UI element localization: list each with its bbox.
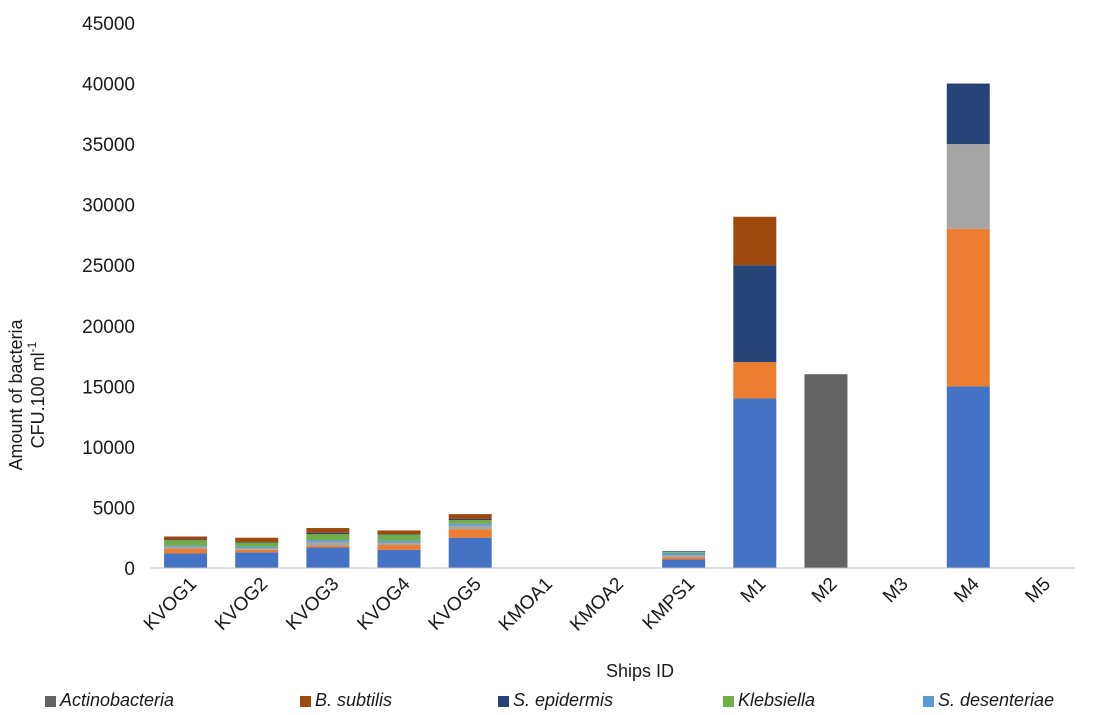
bar-segment [733,362,777,399]
bar-segment [377,540,421,543]
bar-segment [306,534,350,541]
y-tick-label: 10000 [82,438,135,459]
y-axis-title-unit: CFU.100 ml [28,352,48,448]
bar-segment [448,518,492,521]
bar-segment [306,532,350,535]
y-axis-ticks: 0 5000 10000 15000 20000 25000 30000 35000 40000… [82,14,135,580]
bar-segment [235,542,279,547]
y-tick-label: 30000 [82,196,135,217]
x-tick-label: M1 [737,574,771,608]
y-tick-label: 15000 [82,377,135,398]
bar-segment [946,386,990,568]
bar-segment [448,523,492,526]
legend-swatch [498,696,509,707]
bar-segment [164,539,208,541]
bar-segment [164,553,208,568]
legend-label: Actinobacteria [59,690,174,710]
y-tick-label: 35000 [82,135,135,156]
bar-segment [164,548,208,554]
bar-segment [448,537,492,568]
bar-segment [235,552,279,568]
y-axis-title-line1: Amount of bacteria [6,318,26,470]
legend-swatch [723,696,734,707]
bar-segment [164,536,208,540]
x-tick-label: M2 [808,574,842,608]
x-axis-title: Ships ID [606,661,674,681]
bar-segment [377,544,421,550]
bar-segment [662,551,706,553]
legend: Actinobacteria B. subtilis S. epidermis Kle… [45,690,1054,710]
x-tick-label: M5 [1021,574,1055,608]
legend-swatch [923,696,934,707]
legend-label: S. desenteriae [938,690,1054,710]
bar-segment [164,546,208,549]
bar-segment [946,144,990,229]
bar-segment [662,551,706,552]
bar-segment [733,265,777,363]
legend-swatch [300,696,311,707]
x-tick-label: KMOA1 [495,574,557,636]
bar-segment [662,559,706,568]
x-tick-label: M3 [879,574,913,608]
bar-segment [662,557,706,560]
legend-label: Klebsiella [738,690,815,710]
bar-segment [733,398,777,568]
y-axis-title-line2: CFU.100 ml-1 [25,341,48,448]
bar-segment [235,548,279,550]
bar-segment [448,529,492,538]
bar-segment [306,540,350,542]
bar-segment [306,545,350,548]
bar-segment [164,545,208,547]
x-axis-ticks: KVOG1 KVOG2 KVOG3 KVOG4 KVOG5 KMOA1 KMOA2 KMPS1… [140,573,1055,635]
bar-segment [377,549,421,568]
x-tick-label: M4 [950,573,984,607]
legend-swatch [45,696,56,707]
bar-segment [946,228,990,387]
bar-segment [377,530,421,535]
bars-layer [164,83,990,568]
bar-segment [804,374,848,568]
y-tick-label: 40000 [82,75,135,96]
bar-segment [235,549,279,553]
bar-segment [662,552,706,556]
bar-segment [306,528,350,533]
y-tick-label: 45000 [82,14,135,35]
bar-segment [733,216,777,266]
bar-segment [306,547,350,568]
x-tick-label: KMOA2 [566,574,628,636]
x-tick-label: KVOG2 [211,574,272,635]
x-tick-label: KVOG4 [353,573,414,634]
bar-segment [235,541,279,543]
bar-segment [448,525,492,530]
bar-segment [306,541,350,546]
legend-label: S. epidermis [513,690,613,710]
y-tick-label: 5000 [93,498,135,519]
y-axis-title: Amount of bacteria CFU.100 ml-1 [6,318,48,470]
x-tick-label: KMPS1 [639,574,699,634]
bar-segment [448,520,492,524]
y-tick-label: 0 [124,559,135,580]
y-tick-label: 20000 [82,317,135,338]
bar-segment [377,542,421,545]
bar-segment [946,83,990,145]
bar-segment [377,534,421,541]
legend-label: B. subtilis [315,690,392,710]
y-axis-title-unit-exponent: -1 [25,341,39,352]
bar-segment [377,534,421,535]
bar-segment [235,537,279,542]
bar-segment [235,546,279,549]
y-tick-label: 25000 [82,256,135,277]
x-tick-label: KVOG5 [425,574,486,635]
x-tick-label: KVOG3 [282,574,343,635]
bar-segment [662,555,706,558]
bar-segment [448,514,492,519]
x-tick-label: KVOG1 [140,574,201,635]
bar-segment [164,540,208,546]
